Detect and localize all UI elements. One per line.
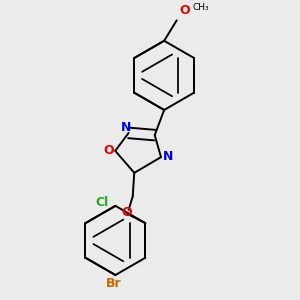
- Text: O: O: [179, 4, 190, 16]
- Text: Cl: Cl: [96, 196, 109, 208]
- Text: O: O: [122, 206, 132, 219]
- Text: N: N: [163, 150, 173, 163]
- Text: O: O: [103, 144, 114, 157]
- Text: N: N: [121, 121, 131, 134]
- Text: CH₃: CH₃: [192, 3, 209, 12]
- Text: Br: Br: [106, 277, 122, 290]
